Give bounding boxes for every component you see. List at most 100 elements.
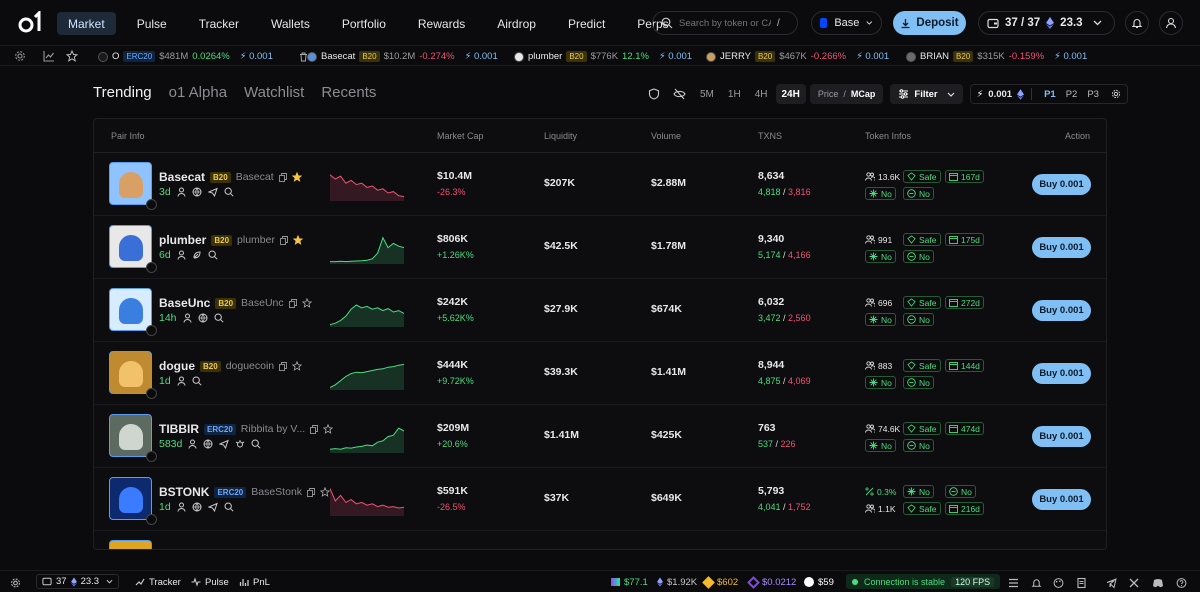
quick-buy-amount[interactable]: ⚡ 0.001 P1 P2 P3 <box>969 84 1128 104</box>
discord-icon[interactable] <box>1152 576 1164 590</box>
preset-p3[interactable]: P3 <box>1087 88 1099 100</box>
token-ticker[interactable]: BaseUnc <box>159 296 211 310</box>
notifications-button[interactable] <box>1125 11 1149 35</box>
holders-count[interactable]: 696 <box>865 296 892 309</box>
telegram-icon[interactable] <box>1106 576 1117 590</box>
mint-status[interactable]: No <box>945 485 976 498</box>
ticker-quick-buy[interactable]: ⚡ 0.001 <box>659 51 692 62</box>
buy-button[interactable]: Buy 0.001 <box>1032 426 1091 447</box>
palette-icon[interactable] <box>1053 576 1064 590</box>
token-ticker[interactable]: TIBBIR <box>159 422 199 436</box>
timeframe-4h[interactable]: 4H <box>754 88 768 100</box>
table-row[interactable]: BaseUnc B20 BaseUnc 14h $242K +5.62K% $27.9K $6… <box>94 279 1106 342</box>
col-volume[interactable]: Volume <box>651 131 682 141</box>
ticker-item[interactable]: O ERC20 $481M 0.0264% ⚡ 0.001 <box>98 49 308 64</box>
token-avatar[interactable] <box>109 414 152 457</box>
price-option[interactable]: Price <box>817 89 839 99</box>
wallet-selector[interactable]: 37 / 37 23.3 <box>978 11 1115 35</box>
safety-status[interactable]: Safe <box>903 233 941 246</box>
settings-icon[interactable] <box>14 50 26 62</box>
list-icon[interactable] <box>1008 576 1019 590</box>
bottom-tracker-link[interactable]: Tracker <box>135 575 181 589</box>
help-icon[interactable] <box>1176 576 1187 590</box>
holders-count[interactable]: 991 <box>865 233 892 246</box>
freeze-status[interactable]: No <box>865 313 896 326</box>
o1-logo[interactable] <box>18 11 44 33</box>
nav-item-airdrop[interactable]: Airdrop <box>497 16 536 31</box>
timeframe-5m[interactable]: 5M <box>700 88 714 100</box>
top10-holders[interactable]: 0.3% <box>865 485 896 498</box>
preset-p1[interactable]: P1 <box>1044 88 1056 100</box>
freeze-status[interactable]: No <box>865 250 896 263</box>
token-avatar[interactable] <box>109 351 152 394</box>
tab-o1-alpha[interactable]: o1 Alpha <box>168 84 228 101</box>
star-icon[interactable] <box>66 50 78 62</box>
holders-count[interactable]: 74.6K <box>865 422 900 435</box>
gear-icon[interactable] <box>1111 89 1121 99</box>
token-ticker[interactable]: Basecat <box>159 170 206 184</box>
deposit-button[interactable]: Deposit <box>893 11 966 35</box>
bell-icon[interactable] <box>1031 576 1042 590</box>
table-row[interactable]: Basecat B20 Basecat 3d $10.4M -26.3% $207K $2.8… <box>94 153 1106 216</box>
token-lock-days[interactable]: 175d <box>945 233 984 246</box>
holders-count[interactable]: 1.1K <box>865 502 896 515</box>
nav-item-pulse[interactable]: Pulse <box>136 16 167 31</box>
token-lock-days[interactable]: 144d <box>945 359 984 372</box>
mint-status[interactable]: No <box>903 187 934 200</box>
nav-item-rewards[interactable]: Rewards <box>417 16 466 31</box>
token-lock-days[interactable]: 216d <box>945 502 984 515</box>
token-ticker[interactable]: dogue <box>159 359 195 373</box>
chain-select[interactable]: Base <box>811 11 882 35</box>
buy-button[interactable]: Buy 0.001 <box>1032 363 1091 384</box>
ticker-item[interactable]: BRIAN B20 $315K -0.159% ⚡ 0.001 <box>906 49 1087 64</box>
token-lock-days[interactable]: 272d <box>945 296 984 309</box>
nav-item-predict[interactable]: Predict <box>567 16 606 31</box>
bottom-pnl-link[interactable]: PnL <box>239 575 270 589</box>
tab-recents[interactable]: Recents <box>321 84 377 101</box>
preset-p2[interactable]: P2 <box>1065 88 1078 100</box>
bottom-wallet-selector[interactable]: 37 23.3 <box>36 574 120 589</box>
ticker-quick-buy[interactable]: ⚡ 0.001 <box>856 51 889 62</box>
freeze-status[interactable]: No <box>865 376 896 389</box>
settings-icon[interactable] <box>10 576 21 590</box>
buy-button[interactable]: Buy 0.001 <box>1032 174 1091 195</box>
x-icon[interactable] <box>1129 576 1139 590</box>
ticker-item[interactable]: JERRY B20 $467K -0.266% ⚡ 0.001 <box>706 49 889 64</box>
ticker-item[interactable]: Basecat B20 $10.2M -0.274% ⚡ 0.001 <box>307 49 498 64</box>
bottom-pulse-link[interactable]: Pulse <box>191 575 229 589</box>
token-avatar[interactable] <box>109 477 152 520</box>
safety-status[interactable]: Safe <box>903 422 941 435</box>
token-lock-days[interactable]: 167d <box>945 170 984 183</box>
nav-item-tracker[interactable]: Tracker <box>198 16 239 31</box>
freeze-status[interactable]: No <box>903 485 934 498</box>
holders-count[interactable]: 883 <box>865 359 892 372</box>
buy-button[interactable]: Buy 0.001 <box>1032 237 1091 258</box>
ticker-quick-buy[interactable]: ⚡ 0.001 <box>240 51 273 62</box>
safety-status[interactable]: Safe <box>903 359 941 372</box>
eye-off-icon[interactable] <box>673 88 686 100</box>
token-avatar[interactable] <box>109 288 152 331</box>
holders-count[interactable]: 13.6K <box>865 170 900 183</box>
token-ticker[interactable]: plumber <box>159 233 207 247</box>
tab-watchlist[interactable]: Watchlist <box>244 84 305 101</box>
freeze-status[interactable]: No <box>865 187 896 200</box>
nav-item-market[interactable]: Market <box>57 12 116 35</box>
timeframe-24h[interactable]: 24H <box>775 84 806 104</box>
buy-button[interactable]: Buy 0.001 <box>1032 489 1091 510</box>
search-box[interactable]: / <box>652 11 798 35</box>
ticker-item[interactable]: plumber B20 $776K 12.1% ⚡ 0.001 <box>514 49 692 64</box>
table-row[interactable]: dogue B20 doguecoin 1d $444K +9.72K% $39.3K $1.… <box>94 342 1106 405</box>
table-row[interactable]: plumber B20 plumber 6d $806K +1.26K% $42.5K $1.… <box>94 216 1106 279</box>
chart-icon[interactable] <box>43 50 55 62</box>
mint-status[interactable]: No <box>903 313 934 326</box>
token-avatar[interactable] <box>109 225 152 268</box>
search-input[interactable] <box>679 17 771 29</box>
ticker-quick-buy[interactable]: ⚡ 0.001 <box>465 51 498 62</box>
filter-button[interactable]: Filter <box>890 84 963 104</box>
nav-item-portfolio[interactable]: Portfolio <box>341 16 386 31</box>
col-liquidity[interactable]: Liquidity <box>544 131 578 141</box>
col-market-cap[interactable]: Market Cap <box>437 131 484 141</box>
price-mcap-toggle[interactable]: Price / MCap <box>809 84 884 104</box>
tab-trending[interactable]: Trending <box>93 84 152 101</box>
shield-icon[interactable] <box>648 88 660 100</box>
